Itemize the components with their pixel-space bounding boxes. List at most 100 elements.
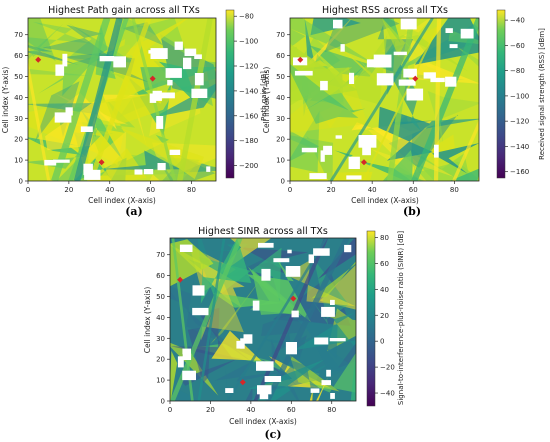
colorbar-c [366, 230, 376, 407]
building-block [182, 353, 192, 360]
building-block [287, 249, 292, 254]
building-block [340, 44, 345, 52]
building-block [83, 163, 93, 176]
colorbar-tick-label: 40 [380, 286, 389, 294]
heatmap-region [96, 148, 147, 181]
building-block [326, 369, 331, 377]
chart-title-c: Highest SINR across all TXs [198, 226, 328, 237]
y-tick-label: 40 [156, 314, 165, 322]
colorbar-label-b: Received signal strength (RSS) [dBm] [538, 28, 546, 160]
building-block [55, 64, 65, 76]
heatmap-region [290, 110, 320, 173]
heatmap-street [177, 18, 213, 181]
y-tick-label: 10 [156, 377, 165, 385]
x-tick-label: 40 [105, 186, 114, 194]
building-block [157, 163, 166, 171]
building-block [320, 150, 325, 162]
building-block [184, 48, 197, 56]
colorbar-tick-label: −80 [510, 67, 525, 75]
building-block [335, 135, 342, 139]
x-tick-label: 60 [409, 186, 418, 194]
colorbar-tick-label: −80 [239, 13, 254, 21]
heatmap-region [290, 53, 344, 117]
heatmap-street [264, 238, 350, 401]
building-block [192, 285, 205, 296]
transmitter-marker [360, 159, 367, 166]
building-block [406, 88, 424, 101]
y-tick-label: 60 [156, 272, 165, 280]
heatmap-region [170, 291, 178, 302]
building-block [449, 44, 458, 49]
building-block [177, 356, 184, 368]
heatmap-region [343, 35, 387, 105]
building-block [194, 73, 204, 86]
colorbar-tick-label: −20 [380, 364, 395, 372]
colorbar-tick-label: −160 [239, 112, 258, 120]
heatmap-region [304, 18, 315, 64]
building-block [179, 244, 193, 252]
building-block [314, 337, 329, 345]
y-tick-label: 50 [276, 73, 285, 81]
building-block [323, 145, 333, 155]
transmitter-marker [98, 159, 105, 166]
y-tick-label: 20 [276, 136, 285, 144]
colorbar-tick-label: 0 [380, 338, 384, 346]
colorbar-tick-label: −60 [510, 42, 525, 50]
x-tick-label: 80 [327, 406, 336, 414]
subfigure-label-c: (c) [264, 428, 281, 441]
building-block [256, 361, 274, 371]
building-block [236, 340, 243, 349]
x-tick-label: 60 [287, 406, 296, 414]
transmitter-marker [239, 379, 246, 386]
heatmap-region [427, 90, 479, 143]
heatmap-street [197, 238, 226, 401]
heatmap-street [329, 18, 434, 181]
heatmap-region [241, 247, 309, 277]
axis-ticks-a: 0 20 40 60 80 0 10 20 30 40 50 60 70 [14, 31, 196, 194]
heatmap-region [304, 322, 343, 372]
building-block [243, 334, 253, 344]
x-tick-label: 40 [246, 406, 255, 414]
heatmap-region [309, 377, 328, 401]
colorbar-tick-label: −40 [380, 390, 395, 398]
colorbar-label-a: Path gain [dB] [260, 71, 268, 121]
transmitter-marker [177, 276, 184, 283]
building-block [225, 388, 234, 393]
building-block [259, 392, 269, 400]
building-block [346, 175, 362, 180]
chart-panel-a: Highest Path gain across all TXs 0 20 40 60… [1, 5, 268, 218]
building-block [330, 299, 335, 305]
building-block [167, 80, 173, 86]
building-block [445, 28, 453, 33]
y-tick-label: 30 [276, 115, 285, 123]
colorbar-tick-label: −40 [510, 17, 525, 25]
heatmap-region [431, 143, 479, 174]
transmitter-marker [35, 56, 42, 63]
building-block [183, 57, 192, 70]
building-block [301, 147, 317, 153]
building-block [294, 70, 313, 76]
building-block [158, 92, 175, 99]
building-block [99, 56, 115, 62]
x-axis-label-b: Cell index (X-axis) [351, 196, 419, 205]
heatmap-region [53, 92, 129, 125]
building-block [285, 342, 297, 355]
building-block [62, 53, 68, 67]
building-block [344, 244, 352, 253]
heatmap-region [211, 330, 262, 361]
heatmap-region [324, 18, 400, 53]
heatmap-street [88, 18, 152, 181]
y-tick-label: 70 [276, 31, 285, 39]
y-tick-label: 0 [281, 178, 285, 186]
heatmap-region [308, 352, 356, 393]
building-block [373, 54, 392, 68]
building-block [65, 107, 73, 116]
colorbar-ticks-b: −40 −60 −80 −100 −120 −140 −160 [505, 17, 529, 176]
colorbar-tick-label: −100 [510, 92, 529, 100]
y-axis-label-c: Cell index (Y-axis) [143, 287, 152, 354]
heatmap-region [170, 269, 221, 342]
heatmap-region [290, 130, 320, 161]
heatmap-street [362, 18, 443, 181]
colorbar-tick-label: 80 [380, 234, 389, 242]
